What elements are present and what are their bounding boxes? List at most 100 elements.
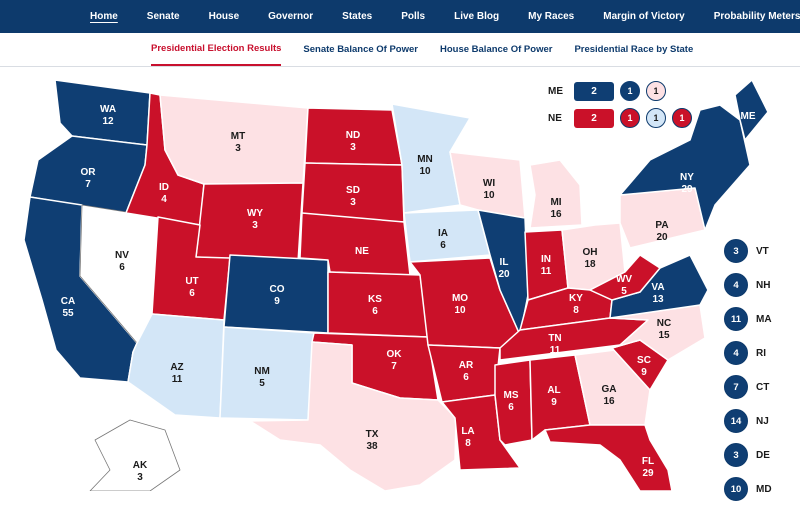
maine-district-2[interactable]: 1 <box>646 81 666 101</box>
nav-home[interactable]: Home <box>90 11 118 22</box>
state-label-wv: WV <box>616 274 632 285</box>
small-state-nh[interactable]: 4 NH <box>724 268 772 302</box>
state-ev-mn: 10 <box>419 166 431 177</box>
nav-polls[interactable]: Polls <box>401 11 426 22</box>
state-label-co: CO <box>270 284 285 295</box>
state-ev-la: 8 <box>465 438 471 449</box>
small-state-md[interactable]: 10 MD <box>724 472 772 506</box>
state-label-nc: NC <box>657 318 671 329</box>
small-state-ct[interactable]: 7 CT <box>724 370 772 404</box>
state-label-tn: TN <box>548 333 561 344</box>
state-ev-sc: 9 <box>641 367 647 378</box>
svg-text:WY3: WY 3 <box>247 208 263 231</box>
state-label-mi: MI <box>550 197 561 208</box>
small-state-ri[interactable]: 4 RI <box>724 336 772 370</box>
maine-statewide-votes[interactable]: 2 <box>574 81 614 101</box>
state-label-ne: NE <box>355 246 369 257</box>
state-wv[interactable] <box>589 254 661 301</box>
state-label-fl: FL <box>642 456 654 467</box>
svg-text:SC9: SC 9 <box>637 355 651 378</box>
state-label-ar: AR <box>459 360 474 371</box>
top-navigation: Home Senate House Governor States Polls … <box>0 0 800 33</box>
state-label-id: ID <box>159 182 169 193</box>
small-state-ev-badge: 11 <box>724 307 748 331</box>
tab-presidential-election-results[interactable]: Presidential Election Results <box>151 33 282 66</box>
svg-text:KY8: KY 8 <box>569 293 583 316</box>
state-nc[interactable] <box>609 304 706 361</box>
small-state-nj[interactable]: 14 NJ <box>724 404 772 438</box>
state-wy[interactable] <box>195 182 304 263</box>
svg-text:AK3: AK 3 <box>133 460 148 483</box>
state-ev-ga: 16 <box>603 396 615 407</box>
small-state-ev-badge: 4 <box>724 273 748 297</box>
state-ev-nc: 15 <box>658 330 670 341</box>
nebraska-district-1[interactable]: 1 <box>620 108 640 128</box>
nav-house[interactable]: House <box>208 11 240 22</box>
svg-text:IA6: IA 6 <box>438 228 448 251</box>
svg-text:UT6: UT 6 <box>185 276 198 299</box>
state-ak[interactable] <box>89 419 181 491</box>
tab-house-balance-of-power[interactable]: House Balance Of Power <box>439 44 553 55</box>
small-state-abbr: MD <box>756 483 772 495</box>
nav-live-blog[interactable]: Live Blog <box>454 11 500 22</box>
state-me[interactable] <box>734 79 769 141</box>
maine-district-1[interactable]: 1 <box>620 81 640 101</box>
svg-text:KS6: KS 6 <box>368 294 382 317</box>
state-ev-oh: 18 <box>584 259 596 270</box>
state-ev-mo: 10 <box>454 305 466 316</box>
small-state-de[interactable]: 3 DE <box>724 438 772 472</box>
state-mi[interactable] <box>529 159 583 229</box>
small-state-abbr: MA <box>756 313 772 325</box>
nebraska-split-label: NE <box>548 112 562 124</box>
state-ev-in: 11 <box>541 266 552 277</box>
nav-governor[interactable]: Governor <box>268 11 314 22</box>
nebraska-district-2[interactable]: 1 <box>646 108 666 128</box>
state-label-az: AZ <box>170 362 183 373</box>
state-ev-ks: 6 <box>372 306 378 317</box>
maine-split-votes: ME 2 1 1 <box>548 81 672 101</box>
state-label-sc: SC <box>637 355 651 366</box>
svg-text:CO9: CO 9 <box>270 284 285 307</box>
small-state-ev-badge: 4 <box>724 341 748 365</box>
nebraska-district-3[interactable]: 1 <box>672 108 692 128</box>
state-ev-or: 7 <box>85 179 91 190</box>
state-ev-fl: 29 <box>642 468 654 479</box>
nav-senate[interactable]: Senate <box>146 11 180 22</box>
tab-presidential-race-by-state[interactable]: Presidential Race by State <box>574 44 694 55</box>
state-label-il: IL <box>500 257 509 268</box>
state-tx[interactable] <box>249 341 457 491</box>
state-label-al: AL <box>547 385 560 396</box>
state-ev-nm: 5 <box>259 378 265 389</box>
state-label-wi: WI <box>483 178 495 189</box>
small-state-ev-badge: 3 <box>724 239 748 263</box>
svg-text:WV5: WV 5 <box>616 274 632 297</box>
state-label-in: IN <box>541 254 551 265</box>
nav-my-races[interactable]: My Races <box>528 11 575 22</box>
state-ev-id: 4 <box>161 194 167 205</box>
nav-probability-meters[interactable]: Probability Meters <box>713 11 800 22</box>
nav-margin-of-victory[interactable]: Margin of Victory <box>603 11 685 22</box>
state-ev-nv: 6 <box>119 262 125 273</box>
svg-text:OR7: OR 7 <box>81 167 97 190</box>
tab-senate-balance-of-power[interactable]: Senate Balance Of Power <box>303 44 418 55</box>
nav-states[interactable]: States <box>342 11 373 22</box>
small-state-abbr: DE <box>756 449 770 461</box>
small-state-ma[interactable]: 11 MA <box>724 302 772 336</box>
small-state-abbr: VT <box>756 245 769 257</box>
state-fl[interactable] <box>544 424 673 491</box>
nebraska-statewide-votes[interactable]: 2 <box>574 108 614 128</box>
state-label-wy: WY <box>247 208 263 219</box>
state-ev-mt: 3 <box>235 143 241 154</box>
state-ev-ca: 55 <box>62 308 74 319</box>
state-ev-co: 9 <box>274 296 280 307</box>
svg-text:ND3: ND 3 <box>346 130 360 153</box>
small-state-vt[interactable]: 3 VT <box>724 234 772 268</box>
